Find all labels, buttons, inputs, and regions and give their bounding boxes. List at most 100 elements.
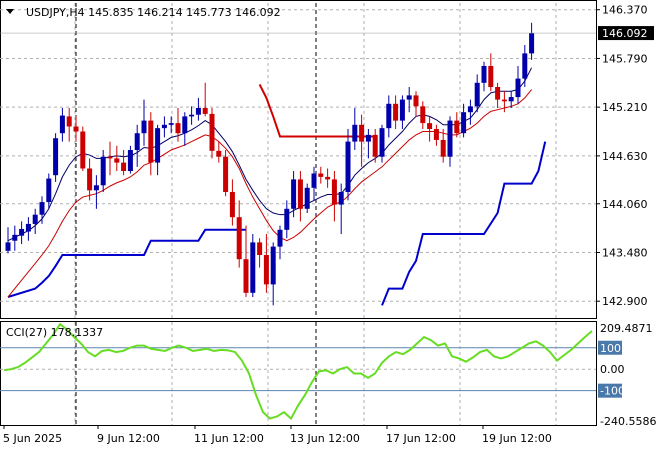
candle-body (372, 134, 378, 157)
candle-body (495, 87, 501, 100)
candle-body (5, 242, 11, 251)
candle-body (311, 173, 317, 188)
price-tick-label: 146.370 (602, 4, 648, 17)
candle-body (25, 223, 31, 232)
candle-body (12, 234, 18, 241)
price-tick-label: 144.060 (602, 198, 648, 211)
candle-body (229, 192, 235, 218)
candle-body (393, 103, 399, 121)
cci-panel: 209.4871 100 0.00 -100 -240.5586 (0, 321, 656, 428)
x-tick-label: 19 Jun 12:00 (482, 432, 552, 445)
candle-body (155, 128, 161, 163)
last-price-label: 146.092 (602, 27, 648, 40)
cci-level-box (598, 383, 622, 398)
candle-body (93, 185, 99, 191)
candle-body (66, 116, 72, 127)
stop-line-blue (381, 141, 547, 306)
candle-body (297, 179, 303, 209)
candle-body (284, 208, 290, 230)
cci-label: CCI(27) 178.1337 (6, 326, 103, 339)
ema-black-line (7, 67, 533, 242)
candle-body (114, 158, 120, 163)
candle-body (447, 120, 453, 157)
candle-body (359, 124, 365, 142)
candle-body (32, 214, 38, 224)
cci-tick-label: 0.00 (600, 363, 625, 376)
candle-body (501, 99, 507, 102)
price-tick-label: 145.210 (602, 101, 648, 114)
candle-body (46, 178, 52, 203)
candle-body (182, 116, 188, 134)
candle-body (19, 228, 25, 236)
x-tick-label: 9 Jun 12:00 (97, 432, 160, 445)
cci-tick-label: -100 (600, 385, 625, 398)
candle-body (461, 112, 467, 134)
cci-frame (0, 321, 597, 426)
cci-tick-label: -240.5586 (600, 415, 656, 428)
candle-body (379, 128, 385, 157)
candle-body (80, 131, 86, 169)
candle-body (223, 156, 229, 192)
x-tick-label: 11 Jun 12:00 (194, 432, 264, 445)
candle-body (100, 156, 106, 186)
candle-body (325, 176, 331, 180)
candle-body (291, 179, 297, 209)
candle-body (216, 150, 222, 157)
candle-body (243, 259, 249, 293)
price-tick-label: 145.790 (602, 52, 648, 65)
candle-body (454, 120, 460, 134)
candle-body (175, 123, 181, 134)
stop-line-blue (7, 228, 246, 298)
candle-body (440, 139, 446, 157)
candle-body (522, 53, 528, 79)
candle-body (270, 246, 276, 285)
candle-body (107, 156, 113, 159)
ema-red-line (7, 89, 532, 298)
candle-body (141, 120, 147, 134)
candle-body (250, 242, 256, 293)
candle-body (127, 150, 133, 171)
candle-body (257, 242, 263, 255)
candle-body (420, 106, 426, 124)
candle-body (87, 168, 93, 191)
candle-body (433, 129, 439, 140)
candle-body (474, 82, 480, 107)
cci-line (3, 322, 593, 421)
candle-body (399, 99, 405, 121)
candle-body (209, 113, 215, 151)
candle-body (529, 33, 535, 54)
candle-body (236, 217, 242, 260)
price-panel: 146.370 145.790 145.210 144.630 144.060 143.4… (0, 0, 654, 319)
last-price-box (598, 26, 654, 41)
cci-level-box (598, 340, 622, 355)
candle-body (386, 103, 392, 129)
candle-body (121, 162, 127, 171)
candle-body (263, 255, 269, 285)
candle-body (488, 66, 494, 87)
stop-line-red (258, 84, 376, 138)
candle-body (508, 97, 514, 102)
candle-body (168, 123, 174, 125)
candle-body (148, 120, 154, 163)
candle-body (202, 108, 208, 114)
candle-body (406, 95, 412, 100)
candle-body (161, 124, 167, 129)
cci-tick-label: 100 (600, 342, 621, 355)
candle-body (345, 141, 351, 192)
candle-body (515, 78, 521, 98)
candle-body (53, 138, 59, 176)
price-tick-label: 143.480 (602, 246, 648, 259)
candle-body (481, 66, 487, 83)
candle-body (73, 126, 79, 132)
x-tick-label: 17 Jun 12:00 (386, 432, 456, 445)
candle-body (277, 229, 283, 247)
candle-body (365, 134, 371, 142)
candle-body (304, 187, 310, 209)
price-tick-label: 142.900 (602, 295, 648, 308)
symbol-dropdown-icon[interactable] (6, 9, 14, 14)
candle-body (134, 133, 140, 150)
price-tick-label: 144.630 (602, 150, 648, 163)
candle-body (427, 123, 433, 129)
candle-body (331, 179, 337, 205)
